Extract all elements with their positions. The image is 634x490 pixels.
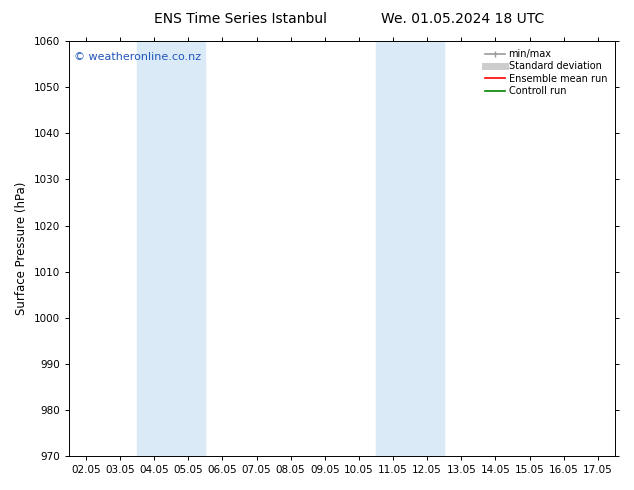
Bar xyxy=(376,41,444,456)
Text: © weatheronline.co.nz: © weatheronline.co.nz xyxy=(74,51,202,62)
Text: We. 01.05.2024 18 UTC: We. 01.05.2024 18 UTC xyxy=(381,12,545,26)
Y-axis label: Surface Pressure (hPa): Surface Pressure (hPa) xyxy=(15,182,28,315)
Legend: min/max, Standard deviation, Ensemble mean run, Controll run: min/max, Standard deviation, Ensemble me… xyxy=(482,46,610,99)
Text: ENS Time Series Istanbul: ENS Time Series Istanbul xyxy=(155,12,327,26)
Bar xyxy=(137,41,205,456)
